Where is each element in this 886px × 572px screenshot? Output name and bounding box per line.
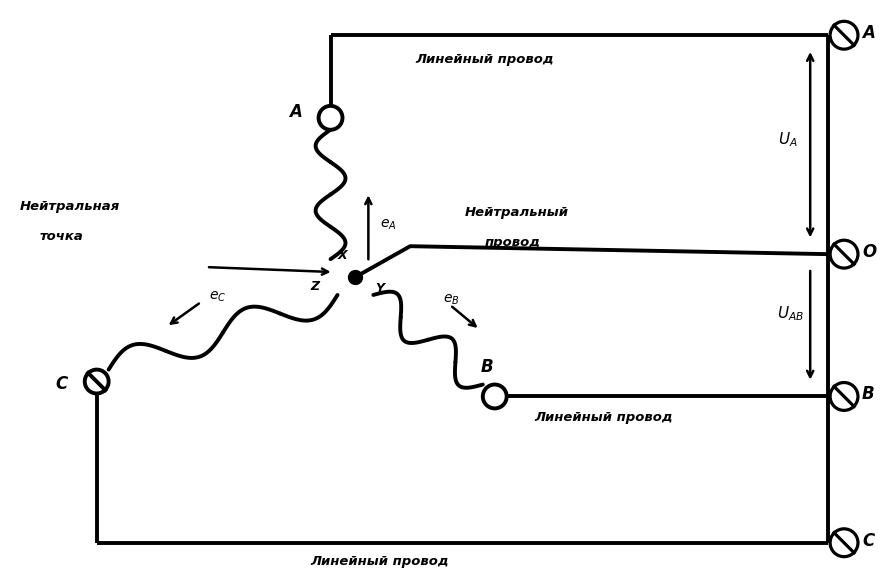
Text: $U_{AB}$: $U_{AB}$ <box>777 304 804 323</box>
Text: Линейный провод: Линейный провод <box>534 411 673 424</box>
Text: A: A <box>862 24 874 42</box>
Circle shape <box>319 106 343 130</box>
Text: $e_C$: $e_C$ <box>209 290 227 304</box>
Text: Линейный провод: Линейный провод <box>416 53 554 66</box>
Text: B: B <box>480 358 494 376</box>
Text: Линейный провод: Линейный провод <box>311 555 449 567</box>
Circle shape <box>830 21 858 49</box>
Text: точка: точка <box>40 230 84 243</box>
Text: A: A <box>290 103 302 121</box>
Text: C: C <box>862 532 874 550</box>
Circle shape <box>85 370 109 394</box>
Text: Нейтральная: Нейтральная <box>20 200 120 213</box>
Text: $e_B$: $e_B$ <box>443 293 460 307</box>
Text: C: C <box>56 375 68 392</box>
Text: Y: Y <box>376 283 385 296</box>
Text: $e_A$: $e_A$ <box>380 218 397 232</box>
Text: $U_A$: $U_A$ <box>779 130 798 149</box>
Circle shape <box>830 383 858 410</box>
Text: O: O <box>862 243 876 261</box>
Circle shape <box>830 529 858 557</box>
Circle shape <box>830 240 858 268</box>
Circle shape <box>483 384 507 408</box>
Text: Z: Z <box>311 280 320 293</box>
Text: B: B <box>862 386 874 403</box>
Text: Нейтральный: Нейтральный <box>465 206 569 219</box>
Text: провод: провод <box>485 236 540 249</box>
Text: X: X <box>338 249 347 261</box>
